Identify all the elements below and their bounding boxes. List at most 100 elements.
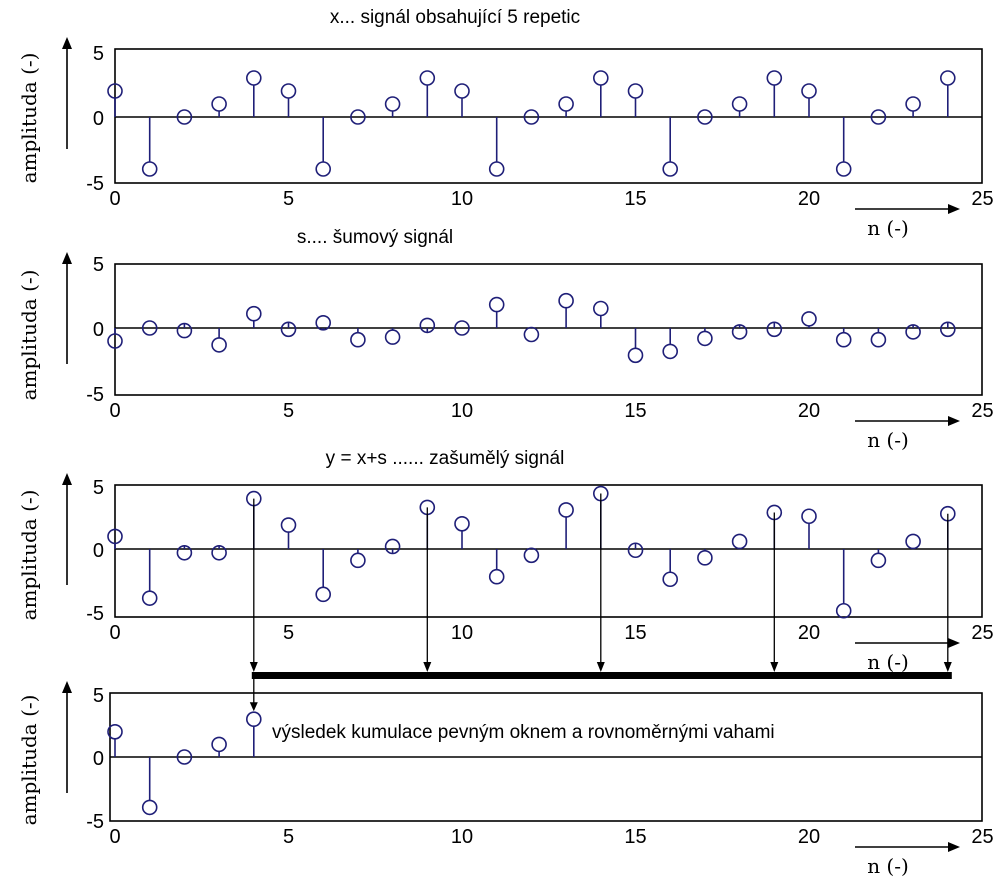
y-tick-label: 5 [93, 477, 104, 499]
x-tick-label: 0 [109, 622, 120, 644]
stem-marker [905, 324, 921, 340]
stem-marker [280, 321, 297, 338]
stem-marker [697, 109, 713, 125]
stem-marker [141, 161, 158, 177]
y-tick-label: -5 [86, 811, 104, 833]
x-tick-label: 0 [109, 400, 120, 422]
down-arrow-head [596, 662, 605, 672]
stem-marker [246, 305, 262, 322]
down-arrow-head [943, 662, 952, 672]
stem-marker [176, 322, 193, 339]
x-axis-label: n (-) [867, 854, 909, 878]
stem-marker [662, 343, 679, 360]
x-axis-label: n (-) [867, 216, 909, 240]
x-tick-label: 5 [283, 622, 294, 644]
x-tick-label: 20 [798, 622, 820, 644]
y-tick-label: 5 [93, 685, 104, 707]
x-tick-label: 25 [971, 188, 993, 210]
accumulation-bar [251, 672, 952, 679]
stem-marker [280, 83, 297, 99]
stem-marker [731, 96, 748, 112]
y-tick-label: -5 [86, 173, 104, 195]
result-annotation: výsledek kumulace pevným oknem a rovnomě… [272, 722, 775, 743]
stem-marker [870, 331, 887, 348]
x-tick-label: 10 [451, 400, 473, 422]
y-arrow-head [62, 681, 72, 693]
y-axis-label: amplituda (-) [17, 695, 41, 826]
stem-marker [454, 320, 470, 336]
stem-marker [107, 723, 123, 740]
stem-marker [523, 326, 540, 343]
stem-marker [454, 83, 470, 99]
stem-marker [315, 161, 332, 177]
down-arrow-head [423, 662, 432, 672]
x-tick-label: 10 [451, 188, 473, 210]
stem-marker [488, 161, 505, 177]
stem-marker [592, 70, 609, 86]
stem-marker [454, 515, 470, 532]
stem-marker [176, 109, 193, 125]
stem-marker [558, 96, 574, 112]
stem-marker [662, 571, 679, 588]
stem-marker [419, 317, 436, 334]
panel-4: výsledek kumulace pevným oknem a rovnomě… [17, 681, 994, 878]
stem-marker [801, 508, 817, 525]
stem-marker [350, 331, 366, 348]
stem-marker [384, 329, 401, 345]
stem-marker [141, 320, 158, 336]
x-tick-label: 5 [283, 826, 294, 848]
y-tick-label: -5 [86, 384, 104, 406]
stem-marker [211, 96, 227, 112]
stem-marker [419, 70, 436, 86]
stem-marker [107, 83, 123, 99]
stem-marker [523, 547, 540, 564]
stem-marker [870, 552, 887, 569]
down-arrow-head [249, 662, 258, 672]
x-tick-label: 0 [109, 188, 120, 210]
x-tick-label: 20 [798, 188, 820, 210]
stem-marker [905, 533, 921, 550]
panel-title: s.... šumový signál [297, 227, 453, 248]
stem-marker [835, 161, 852, 177]
x-tick-label: 20 [798, 826, 820, 848]
x-tick-label: 20 [798, 400, 820, 422]
stem-marker [107, 528, 123, 545]
x-tick-label: 5 [283, 188, 294, 210]
x-tick-label: 25 [971, 400, 993, 422]
stem-marker [246, 70, 262, 86]
stem-marker [350, 552, 366, 569]
stem-marker [280, 517, 297, 533]
x-tick-label: 25 [971, 826, 993, 848]
x-axis-label: n (-) [867, 650, 909, 674]
x-tick-label: 15 [624, 826, 646, 848]
x-tick-label: 5 [283, 400, 294, 422]
stem-marker [835, 602, 852, 619]
axes-box [114, 263, 983, 396]
stem-marker [939, 70, 956, 86]
stem-marker [766, 70, 783, 86]
stem-marker [315, 586, 332, 603]
stem-marker [246, 711, 262, 728]
stem-marker [211, 544, 227, 561]
stem-marker [141, 590, 158, 606]
y-tick-label: 0 [93, 319, 104, 341]
stem-marker [766, 321, 783, 338]
stem-marker [488, 568, 505, 585]
stem-marker [627, 542, 644, 559]
stem-marker [107, 333, 123, 349]
x-arrow-head [948, 416, 960, 426]
y-tick-label: 5 [93, 43, 104, 65]
panel-title: y = x+s ...... zašumělý signál [326, 448, 565, 469]
x-tick-label: 15 [624, 188, 646, 210]
x-tick-label: 10 [451, 826, 473, 848]
y-tick-label: 0 [93, 748, 104, 770]
stem-marker [384, 96, 401, 112]
stem-marker [627, 83, 644, 99]
stem-marker [835, 331, 852, 348]
stem-marker [801, 311, 817, 327]
panel-title: x... signál obsahující 5 repetic [330, 7, 580, 28]
x-tick-label: 10 [451, 622, 473, 644]
